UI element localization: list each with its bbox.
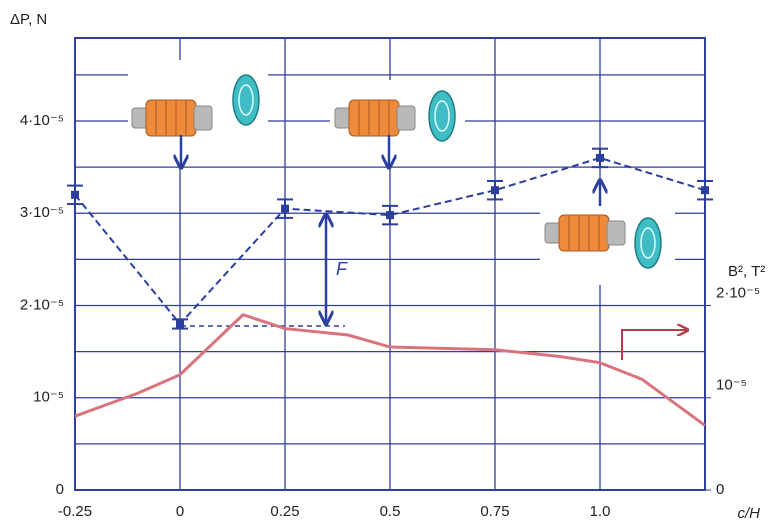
series-line — [74, 313, 706, 427]
y2-tick-label: 10⁻⁵ — [716, 377, 747, 394]
x-axis-label: c/H — [738, 505, 761, 522]
x-tick-label: 1.0 — [590, 503, 611, 520]
x-tick-label: 0.75 — [480, 503, 509, 520]
x-tick-label: 0.5 — [380, 503, 401, 520]
x-tick-label: 0 — [176, 503, 184, 520]
illustrations — [128, 60, 688, 360]
y-tick-label: 2·10⁻⁵ — [20, 296, 64, 313]
x-tick-label: -0.25 — [58, 503, 92, 520]
y2-tick-label: 0 — [716, 481, 724, 498]
point — [596, 153, 604, 162]
plot-frame — [74, 37, 706, 491]
x-tick-label: 0.25 — [270, 503, 299, 520]
point — [491, 186, 499, 195]
y2-tick-label: 2·10⁻⁵ — [716, 284, 760, 301]
point — [71, 190, 79, 199]
y2-axis-label: B², T² — [728, 263, 765, 280]
point — [281, 204, 289, 213]
y-axis-label: ΔP, N — [10, 11, 47, 28]
point — [176, 319, 184, 328]
y-tick-label: 3·10⁻⁵ — [20, 204, 64, 221]
point — [701, 186, 709, 195]
y-tick-label: 4·10⁻⁵ — [20, 112, 64, 129]
y-tick-label: 10⁻⁵ — [33, 389, 64, 406]
y-tick-label: 0 — [56, 481, 64, 498]
annotation: F — [336, 259, 348, 279]
point — [386, 211, 394, 220]
